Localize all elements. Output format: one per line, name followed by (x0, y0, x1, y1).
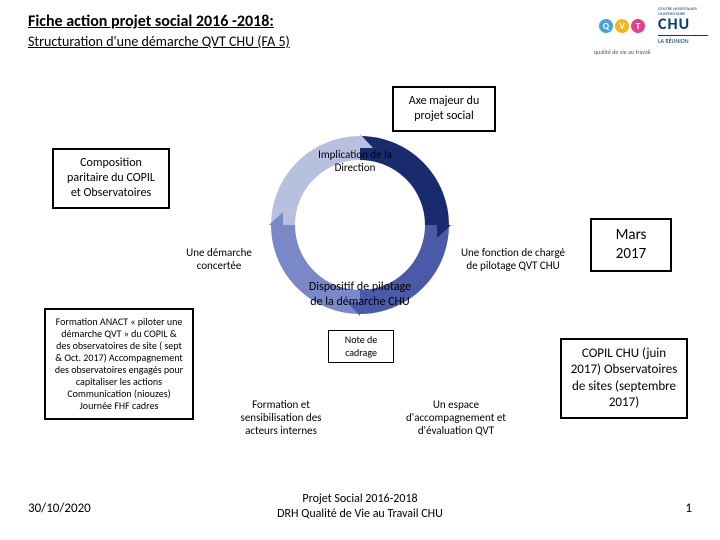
label-formation: Formation et sensibilisation des acteurs… (226, 398, 336, 438)
note-cadrage-text: Note de cadrage (345, 333, 377, 359)
qvt-q-icon: Q (599, 19, 613, 33)
center-label: Dispositif de pilotage de la démarche CH… (303, 280, 417, 310)
qvt-t-icon: T (631, 19, 645, 33)
label-fonction: Une fonction de chargé de pilotage QVT C… (458, 246, 568, 272)
logo-area: Q V T qualité de vie au travail CENTRE H… (594, 6, 708, 46)
label-demarche: Une démarche concertée (172, 246, 266, 272)
qvt-v-icon: V (615, 19, 629, 33)
box-composition: Composition paritaire du COPIL et Observ… (52, 148, 170, 209)
box-copil-chu-text: COPIL CHU (juin 2017) Observatoires de s… (571, 346, 678, 410)
footer-line1: Projet Social 2016-2018 (0, 492, 720, 507)
box-formation-anact: Formation ANACT « piloter une démarche Q… (44, 308, 194, 420)
box-mars2017-text: Mars 2017 (616, 226, 647, 263)
label-espace: Un espace d'accompagnement et d'évaluati… (396, 398, 516, 438)
divider (658, 35, 708, 36)
box-composition-text: Composition paritaire du COPIL et Observ… (67, 156, 155, 200)
box-axe-majeur-text: Axe majeur du projet social (409, 94, 480, 123)
footer-page: 1 (685, 501, 692, 516)
chu-big-text: CHU (658, 17, 708, 33)
label-implication: Implication de la Direction (300, 148, 410, 174)
box-mars2017: Mars 2017 (590, 218, 672, 272)
box-axe-majeur: Axe majeur du projet social (392, 86, 496, 132)
qvt-subtitle: qualité de vie au travail (594, 48, 651, 56)
box-formation-anact-text: Formation ANACT « piloter une démarche Q… (55, 315, 183, 412)
chu-logo: CENTRE HOSPITALIER UNIVERSITAIRE CHU LA … (658, 8, 708, 44)
qvt-logo: Q V T qualité de vie au travail (594, 6, 650, 46)
footer-line2: DRH Qualité de Vie au Travail CHU (0, 507, 720, 522)
box-note-cadrage: Note de cadrage (328, 330, 394, 363)
footer-center: Projet Social 2016-2018 DRH Qualité de V… (0, 492, 720, 522)
box-copil-chu: COPIL CHU (juin 2017) Observatoires de s… (560, 338, 688, 419)
chu-reunion: LA RÉUNION (658, 38, 708, 44)
